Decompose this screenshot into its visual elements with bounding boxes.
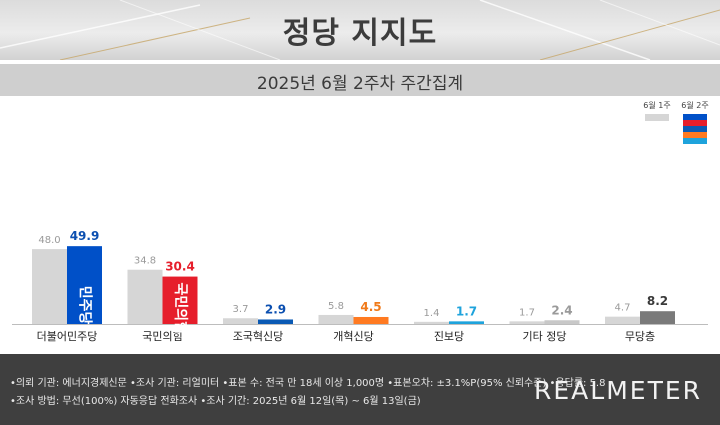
chart-legend: 6월 1주 6월 2주 [642, 100, 712, 150]
category-label-0: 더불어민주당 [37, 330, 98, 343]
category-label-2: 조국혁신당 [233, 330, 284, 343]
bar-prev-1 [127, 269, 163, 324]
legend-item-curr: 6월 2주 [680, 100, 710, 144]
value-label-curr-1: 30.4 [165, 260, 195, 274]
subtitle-bar: 2025년 6월 2주차 주간집계 [0, 60, 720, 96]
value-label-prev-5: 1.7 [519, 307, 535, 318]
bar-prev-4 [414, 321, 449, 324]
value-label-curr-3: 4.5 [360, 300, 381, 314]
bar-curr-0 [67, 246, 102, 324]
bar-curr-2 [258, 319, 293, 324]
value-label-curr-5: 2.4 [551, 303, 572, 317]
bar-prev-0 [32, 249, 67, 324]
value-label-prev-6: 4.7 [615, 303, 631, 314]
legend-label-prev: 6월 1주 [643, 101, 671, 110]
value-label-prev-3: 5.8 [328, 301, 344, 312]
bar-logo-1: 국민의힘 [172, 283, 189, 335]
bar-curr-3 [353, 316, 389, 324]
footer: •의뢰 기관: 에너지경제신문 •조사 기관: 리얼미터 •표본 수: 전국 만… [0, 354, 720, 425]
value-label-curr-2: 2.9 [265, 302, 286, 316]
bar-prev-3 [318, 314, 354, 324]
bar-prev-2 [223, 318, 258, 324]
decorative-lines [0, 0, 720, 60]
category-label-4: 진보당 [434, 330, 464, 343]
bar-curr-5 [544, 320, 580, 324]
bar-curr-1 [162, 276, 198, 324]
value-label-prev-4: 1.4 [424, 308, 440, 319]
page-title: 정당 지지도 [282, 16, 438, 51]
category-label-5: 기타 정당 [523, 330, 567, 343]
bar-logo-0: 민주당 [77, 286, 94, 325]
footer-line-1: •의뢰 기관: 에너지경제신문 •조사 기관: 리얼미터 •표본 수: 전국 만… [10, 378, 606, 389]
category-label-3: 개혁신당 [333, 330, 373, 343]
chart-subtitle: 2025년 6월 2주차 주간집계 [256, 74, 464, 94]
category-label-1: 국민의힘 [142, 330, 182, 343]
bar-curr-6 [640, 311, 675, 324]
party-support-bar-chart: 48.0 49.9 더불어민주당 34.8 30.4 국민의힘 3.7 2.9 조국혁신당 5.8… [12, 229, 708, 343]
realmeter-logo: REALMETER [534, 376, 702, 405]
value-label-prev-1: 34.8 [134, 256, 156, 267]
legend-item-prev: 6월 1주 [642, 100, 672, 121]
footer-line-2: •조사 방법: 무선(100%) 자동응답 전화조사 •조사 기간: 2025년… [10, 396, 421, 407]
value-label-curr-6: 8.2 [647, 294, 668, 308]
bar-curr-4 [449, 321, 484, 324]
legend-label-curr: 6월 2주 [681, 101, 709, 110]
legend-swatch-prev [645, 114, 669, 121]
bar-prev-5 [509, 321, 545, 324]
value-label-curr-4: 1.7 [456, 304, 477, 318]
legend-swatch-curr [683, 114, 707, 144]
header-banner: 정당 지지도 [0, 0, 720, 60]
value-label-prev-2: 3.7 [233, 304, 249, 315]
value-label-prev-0: 48.0 [38, 235, 60, 246]
category-label-6: 무당층 [625, 330, 655, 343]
value-label-curr-0: 49.9 [70, 229, 100, 243]
bar-prev-6 [605, 316, 640, 324]
